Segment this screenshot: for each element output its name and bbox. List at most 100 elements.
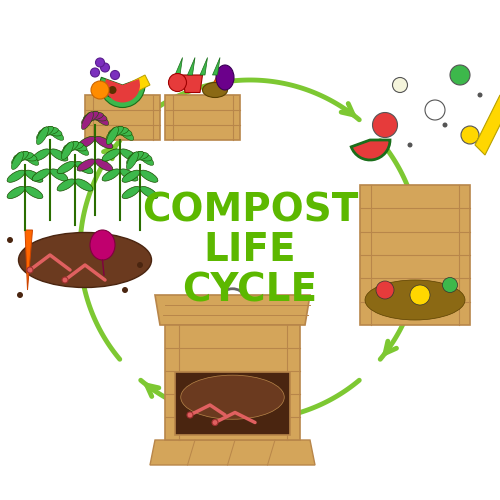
Wedge shape [351,140,390,160]
Ellipse shape [48,126,64,140]
Ellipse shape [106,127,118,144]
Ellipse shape [140,186,158,198]
Circle shape [442,278,458,292]
Circle shape [62,277,68,283]
Polygon shape [155,295,310,325]
Circle shape [100,63,110,72]
Ellipse shape [132,152,152,161]
Ellipse shape [118,126,134,140]
Ellipse shape [32,149,50,161]
Ellipse shape [7,186,25,198]
Circle shape [7,237,13,243]
Polygon shape [25,230,32,290]
Polygon shape [182,75,203,92]
FancyBboxPatch shape [165,325,300,440]
Circle shape [372,112,398,138]
Circle shape [90,68,100,77]
Circle shape [105,82,120,98]
Ellipse shape [12,152,24,170]
Circle shape [410,285,430,305]
Ellipse shape [68,142,87,151]
Polygon shape [210,70,230,90]
Ellipse shape [7,170,25,182]
Text: CYCLE: CYCLE [182,271,318,309]
FancyBboxPatch shape [165,95,240,140]
Circle shape [17,292,23,298]
Ellipse shape [77,159,95,171]
Ellipse shape [102,169,120,181]
Circle shape [425,100,445,120]
Circle shape [376,281,394,299]
Ellipse shape [50,149,68,161]
Circle shape [461,126,479,144]
Ellipse shape [32,169,50,181]
Polygon shape [475,95,500,155]
Polygon shape [188,58,195,75]
Ellipse shape [112,127,132,136]
Ellipse shape [106,126,124,140]
Ellipse shape [14,152,34,160]
Ellipse shape [120,169,138,181]
Ellipse shape [75,162,93,173]
Circle shape [108,86,116,94]
Circle shape [450,65,470,85]
Ellipse shape [77,136,95,148]
Circle shape [392,78,407,92]
Ellipse shape [82,112,94,130]
Ellipse shape [102,149,120,161]
Polygon shape [130,75,150,92]
Ellipse shape [36,126,54,140]
Ellipse shape [216,65,234,90]
Ellipse shape [36,127,48,144]
Ellipse shape [25,170,43,182]
Ellipse shape [202,82,228,98]
Ellipse shape [122,186,140,198]
Wedge shape [105,79,140,102]
Ellipse shape [128,152,148,160]
Circle shape [96,58,104,67]
Circle shape [27,267,33,273]
Ellipse shape [138,152,154,166]
Circle shape [168,74,186,92]
Circle shape [478,92,482,98]
Ellipse shape [42,127,62,136]
FancyBboxPatch shape [175,372,290,435]
Circle shape [110,70,120,80]
Circle shape [408,142,412,148]
Ellipse shape [25,186,43,198]
Ellipse shape [57,179,75,191]
Ellipse shape [365,280,465,320]
FancyBboxPatch shape [85,95,160,140]
Ellipse shape [62,142,78,154]
Ellipse shape [108,128,128,136]
Ellipse shape [50,169,68,181]
Ellipse shape [84,112,103,120]
Ellipse shape [95,159,113,171]
Wedge shape [100,78,145,108]
Polygon shape [150,440,315,465]
Circle shape [212,420,218,426]
Ellipse shape [140,170,158,182]
Ellipse shape [18,152,37,161]
Text: LIFE: LIFE [204,231,296,269]
Ellipse shape [22,152,38,166]
Ellipse shape [18,232,152,287]
Circle shape [187,412,193,418]
Polygon shape [200,58,207,75]
Ellipse shape [12,152,28,164]
Ellipse shape [126,152,144,164]
Circle shape [442,122,448,128]
Ellipse shape [57,162,75,173]
Circle shape [122,287,128,293]
Circle shape [91,81,109,99]
Ellipse shape [92,112,108,126]
Ellipse shape [38,128,58,136]
Ellipse shape [95,136,113,148]
FancyBboxPatch shape [360,185,470,325]
Circle shape [137,262,143,268]
Ellipse shape [82,112,98,124]
Ellipse shape [126,152,138,170]
Text: COMPOST: COMPOST [142,191,358,229]
Ellipse shape [90,230,115,260]
Ellipse shape [88,112,107,121]
